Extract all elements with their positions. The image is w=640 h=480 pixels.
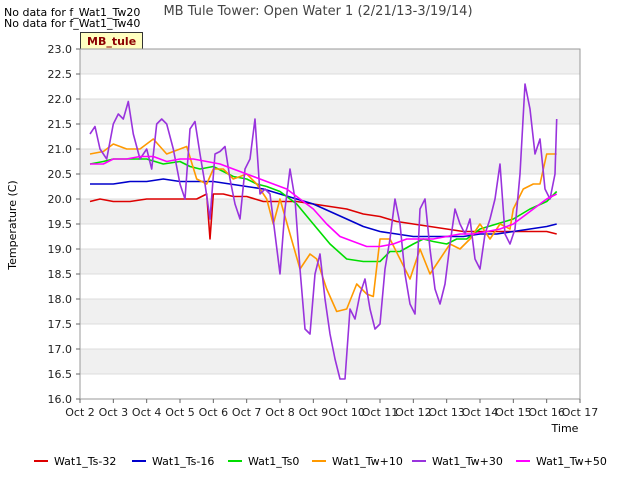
x-tick-label: Oct 2 bbox=[65, 406, 95, 419]
y-tick-label: 22.0 bbox=[48, 93, 73, 106]
legend-label-Wat1_Tw+10: Wat1_Tw+10 bbox=[332, 455, 403, 468]
y-tick-label: 18.0 bbox=[48, 293, 73, 306]
y-tick-label: 20.0 bbox=[48, 193, 73, 206]
grid-band bbox=[80, 99, 580, 124]
y-tick-label: 20.5 bbox=[48, 168, 73, 181]
x-tick-label: Oct 14 bbox=[462, 406, 499, 419]
y-tick-label: 19.0 bbox=[48, 243, 73, 256]
legend-label-Wat1_Tw+30: Wat1_Tw+30 bbox=[432, 455, 503, 468]
x-tick-label: Oct 8 bbox=[265, 406, 295, 419]
x-tick-label: Oct 6 bbox=[199, 406, 229, 419]
legend-label-Wat1_Ts0: Wat1_Ts0 bbox=[248, 455, 299, 468]
grid-band bbox=[80, 49, 580, 74]
y-tick-label: 16.0 bbox=[48, 393, 73, 406]
no-data-note-2: No data for f_Wat1_Tw40 bbox=[4, 17, 141, 30]
x-tick-label: Oct 9 bbox=[299, 406, 329, 419]
series-line-Wat1_Tw+10 bbox=[89, 138, 557, 313]
legend-label-Wat1_Tw+50: Wat1_Tw+50 bbox=[536, 455, 607, 468]
grid-band bbox=[80, 349, 580, 374]
y-tick-label: 17.0 bbox=[48, 343, 73, 356]
x-tick-label: Oct 13 bbox=[428, 406, 465, 419]
no-data-note-1: No data for f_Wat1_Tw20 bbox=[4, 6, 141, 19]
x-tick-label: Oct 15 bbox=[495, 406, 532, 419]
grid-band bbox=[80, 249, 580, 274]
x-tick-label: Oct 3 bbox=[99, 406, 129, 419]
x-tick-label: Oct 16 bbox=[528, 406, 565, 419]
legend-label-Wat1_Ts-32: Wat1_Ts-32 bbox=[54, 455, 116, 468]
y-axis-label: Temperature (C) bbox=[6, 180, 19, 270]
grid-band bbox=[80, 149, 580, 174]
legend: Wat1_Ts-32 Wat1_Ts-16 Wat1_Ts0 Wat1_Tw+10 Wa… bbox=[34, 455, 607, 468]
y-tick-label: 16.5 bbox=[48, 368, 73, 381]
y-tick-label: 21.5 bbox=[48, 118, 73, 131]
x-tick-label: Oct 10 bbox=[328, 406, 365, 419]
x-tick-label: Oct 12 bbox=[395, 406, 432, 419]
legend-label-Wat1_Ts-16: Wat1_Ts-16 bbox=[152, 455, 214, 468]
x-axis-label: Time bbox=[551, 422, 579, 435]
x-tick-label: Oct 5 bbox=[165, 406, 195, 419]
y-tick-label: 17.5 bbox=[48, 318, 73, 331]
chart-title: MB Tule Tower: Open Water 1 (2/21/13-3/1… bbox=[163, 4, 472, 19]
series-line-Wat1_Tw+30 bbox=[89, 83, 558, 380]
x-tick-label: Oct 4 bbox=[132, 406, 162, 419]
series-lines bbox=[89, 83, 558, 380]
y-tick-label: 22.5 bbox=[48, 68, 73, 81]
y-tick-label: 18.5 bbox=[48, 268, 73, 281]
y-tick-label: 19.5 bbox=[48, 218, 73, 231]
x-tick-label: Oct 7 bbox=[232, 406, 262, 419]
y-tick-label: 21.0 bbox=[48, 143, 73, 156]
site-badge: MB_tule bbox=[80, 32, 144, 51]
axes: 16.0 16.5 17.0 17.5 18.0 18.5 19.0 19.5 20.0 20.5… bbox=[48, 43, 599, 419]
y-tick-label: 23.0 bbox=[48, 43, 73, 56]
grid-band bbox=[80, 299, 580, 324]
series-line-Wat1_Tw+50 bbox=[90, 155, 558, 248]
series-line-Wat1_Ts0 bbox=[89, 158, 558, 263]
x-tick-label: Oct 11 bbox=[362, 406, 399, 419]
x-tick-label: Oct 17 bbox=[562, 406, 599, 419]
